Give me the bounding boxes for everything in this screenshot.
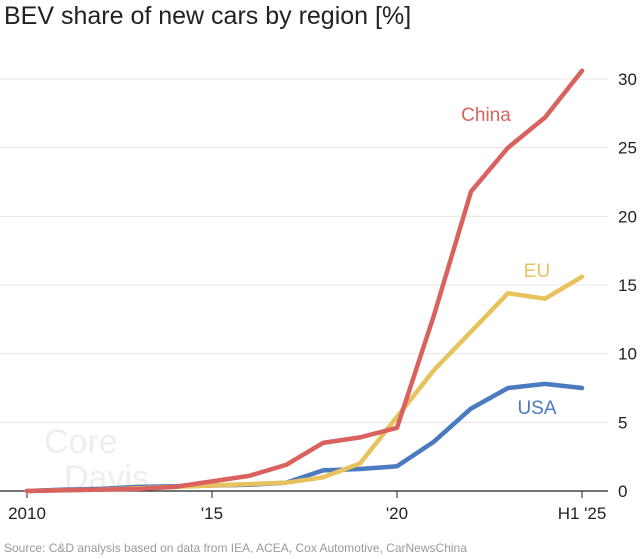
watermark-line-1: Core — [44, 423, 118, 461]
x-tick-label: 2010 — [8, 504, 46, 523]
y-tick-label: 20 — [618, 207, 637, 226]
source-note: Source: C&D analysis based on data from … — [4, 541, 467, 555]
series-labels: USA EU China — [461, 105, 557, 419]
y-tick-label: 15 — [618, 276, 637, 295]
x-tick-label: '20 — [386, 504, 408, 523]
x-tick-label: '15 — [201, 504, 223, 523]
x-axis: 2010 '15 '20 H1 '25 — [8, 491, 606, 523]
y-axis: 0 5 10 15 20 25 30 — [618, 70, 637, 501]
series-line-eu — [24, 274, 585, 494]
chart-title: BEV share of new cars by region [%] — [4, 2, 412, 30]
y-tick-label: 25 — [618, 139, 637, 158]
series-line-usa — [24, 381, 585, 494]
x-tick-label: H1 '25 — [558, 504, 607, 523]
series-label-china: China — [461, 105, 511, 126]
y-tick-label: 0 — [618, 482, 627, 501]
series-lines — [24, 68, 585, 494]
y-tick-label: 30 — [618, 70, 637, 89]
series-label-usa: USA — [517, 398, 556, 419]
series-label-eu: EU — [524, 261, 550, 282]
y-tick-label: 5 — [618, 413, 627, 432]
y-tick-label: 10 — [618, 345, 637, 364]
series-line-china — [24, 68, 585, 494]
